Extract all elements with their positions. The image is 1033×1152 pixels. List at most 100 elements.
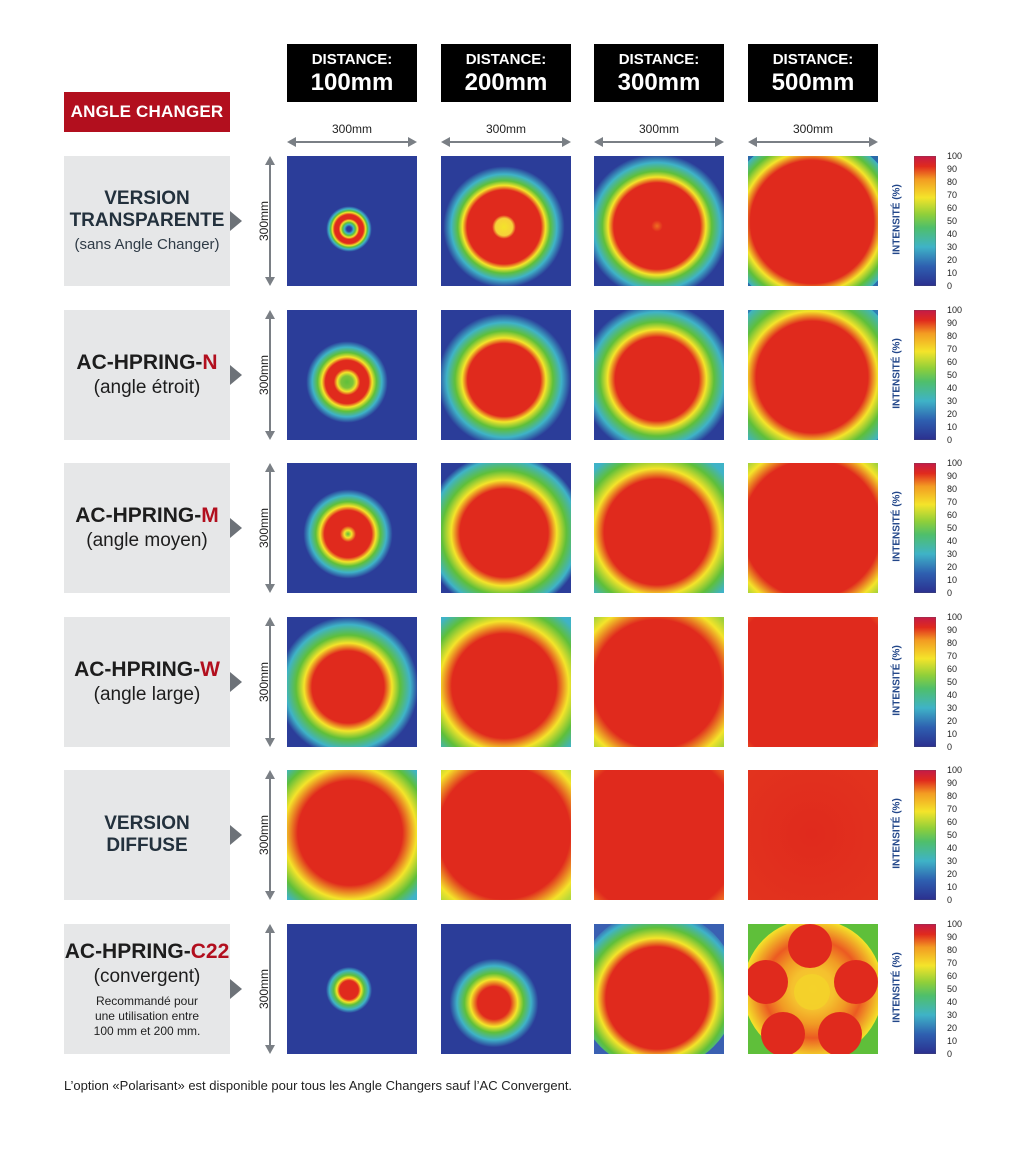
intensity-axis-label: INTENSITÉ (%) (891, 491, 903, 562)
row-pointer-icon (230, 979, 242, 999)
distance-value: 300mm (617, 69, 701, 96)
intensity-axis-label: INTENSITÉ (%) (891, 645, 903, 716)
intensity-scale: INTENSITÉ (%) 100 90 80 70 60 50 40 30 20 10 … (890, 766, 970, 905)
distance-label: DISTANCE: (618, 51, 700, 68)
row-pointer-icon (230, 672, 242, 692)
width-dimension: 300mm (441, 122, 571, 148)
width-dimension: 300mm (748, 122, 878, 148)
row-subtitle: (angle étroit) (93, 377, 201, 398)
width-dimension: 300mm (594, 122, 724, 148)
intensity-axis-label: INTENSITÉ (%) (891, 184, 903, 255)
double-arrow-vertical-icon (265, 924, 275, 1054)
row-label-diffuse: VERSION DIFFUSE (64, 770, 230, 900)
height-label: 300mm (257, 969, 271, 1010)
width-dimension: 300mm (287, 122, 417, 148)
distance-value: 200mm (464, 69, 548, 96)
heatmap-m-100mm (287, 463, 417, 593)
heatmap-w-200mm (441, 617, 571, 747)
distance-label: DISTANCE: (772, 51, 854, 68)
row-subtitle: (angle moyen) (86, 530, 208, 551)
heatmap-n-300mm (594, 310, 724, 440)
heatmap-n-500mm (748, 310, 878, 440)
intensity-ticks: 100 90 80 70 60 50 40 30 20 10 0 (947, 612, 963, 752)
row-subtitle: (sans Angle Changer) (74, 236, 220, 253)
heatmap-diffuse-100mm (287, 770, 417, 900)
row-label-c22: AC-HPRING-C22 (convergent) Recommandé po… (64, 924, 230, 1054)
heatmap-c22-100mm (287, 924, 417, 1054)
intensity-ticks: 100 90 80 70 60 50 40 30 20 10 0 (947, 458, 963, 598)
angle-changer-badge: ANGLE CHANGER (64, 92, 230, 132)
intensity-scale: INTENSITÉ (%) 100 90 80 70 60 50 40 30 20 10 … (890, 613, 970, 752)
row-model: AC-HPRING-C22 (64, 939, 230, 963)
heatmap-diffuse-500mm (748, 770, 878, 900)
double-arrow-vertical-icon (265, 463, 275, 593)
heatmap-w-300mm (594, 617, 724, 747)
intensity-scale: INTENSITÉ (%) 100 90 80 70 60 50 40 30 20 10 … (890, 920, 970, 1059)
height-dimension: 300mm (257, 156, 280, 286)
height-dimension: 300mm (257, 770, 280, 900)
width-label: 300mm (638, 122, 679, 136)
heatmap-w-100mm (287, 617, 417, 747)
intensity-colorbar (914, 924, 936, 1054)
intensity-colorbar (914, 770, 936, 900)
width-label: 300mm (331, 122, 372, 136)
intensity-ticks: 100 90 80 70 60 50 40 30 20 10 0 (947, 151, 963, 291)
height-label: 300mm (257, 815, 271, 856)
row-model: AC-HPRING-M (75, 504, 219, 527)
intensity-axis-label: INTENSITÉ (%) (891, 338, 903, 409)
height-dimension: 300mm (257, 463, 280, 593)
heatmap-transparente-500mm (748, 156, 878, 286)
heatmap-diffuse-300mm (594, 770, 724, 900)
footnote: L’option «Polarisant» est disponible pou… (64, 1078, 573, 1093)
heatmap-transparente-100mm (287, 156, 417, 286)
row-label-w: AC-HPRING-W (angle large) (64, 617, 230, 747)
intensity-axis-label: INTENSITÉ (%) (891, 798, 903, 869)
distance-header-200: DISTANCE: 200mm (441, 44, 571, 102)
heatmap-m-200mm (441, 463, 571, 593)
heatmap-c22-300mm (594, 924, 724, 1054)
double-arrow-vertical-icon (265, 156, 275, 286)
distance-label: DISTANCE: (465, 51, 547, 68)
intensity-colorbar (914, 310, 936, 440)
heatmap-transparente-200mm (441, 156, 571, 286)
width-label: 300mm (485, 122, 526, 136)
row-label-m: AC-HPRING-M (angle moyen) (64, 463, 230, 593)
double-arrow-horizontal-icon (748, 137, 878, 147)
distance-value: 100mm (310, 69, 394, 96)
row-title: VERSION TRANSPARENTE (69, 188, 225, 231)
row-title: VERSION DIFFUSE (104, 813, 190, 856)
distance-value: 500mm (771, 69, 855, 96)
double-arrow-vertical-icon (265, 310, 275, 440)
row-subtitle: (convergent) (93, 965, 201, 987)
height-dimension: 300mm (257, 924, 280, 1054)
height-dimension: 300mm (257, 310, 280, 440)
heatmap-m-500mm (748, 463, 878, 593)
row-pointer-icon (230, 365, 242, 385)
width-label: 300mm (792, 122, 833, 136)
double-arrow-vertical-icon (265, 617, 275, 747)
heatmap-n-100mm (287, 310, 417, 440)
row-subtitle: (angle large) (93, 684, 201, 705)
height-label: 300mm (257, 355, 271, 396)
intensity-colorbar (914, 156, 936, 286)
intensity-ticks: 100 90 80 70 60 50 40 30 20 10 0 (947, 765, 963, 905)
row-note: Recommandé pour une utilisation entre 100 … (93, 993, 201, 1038)
height-label: 300mm (257, 662, 271, 703)
double-arrow-vertical-icon (265, 770, 275, 900)
double-arrow-horizontal-icon (441, 137, 571, 147)
intensity-scale: INTENSITÉ (%) 100 90 80 70 60 50 40 30 20 10 … (890, 306, 970, 445)
heatmap-diffuse-200mm (441, 770, 571, 900)
intensity-colorbar (914, 617, 936, 747)
heatmap-m-300mm (594, 463, 724, 593)
intensity-scale: INTENSITÉ (%) 100 90 80 70 60 50 40 30 20 10 … (890, 459, 970, 598)
intensity-ticks: 100 90 80 70 60 50 40 30 20 10 0 (947, 305, 963, 445)
distance-header-500: DISTANCE: 500mm (748, 44, 878, 102)
row-pointer-icon (230, 211, 242, 231)
height-label: 300mm (257, 508, 271, 549)
row-label-n: AC-HPRING-N (angle étroit) (64, 310, 230, 440)
distance-label: DISTANCE: (311, 51, 393, 68)
height-dimension: 300mm (257, 617, 280, 747)
row-model: AC-HPRING-W (74, 658, 220, 681)
row-pointer-icon (230, 825, 242, 845)
height-label: 300mm (257, 201, 271, 242)
